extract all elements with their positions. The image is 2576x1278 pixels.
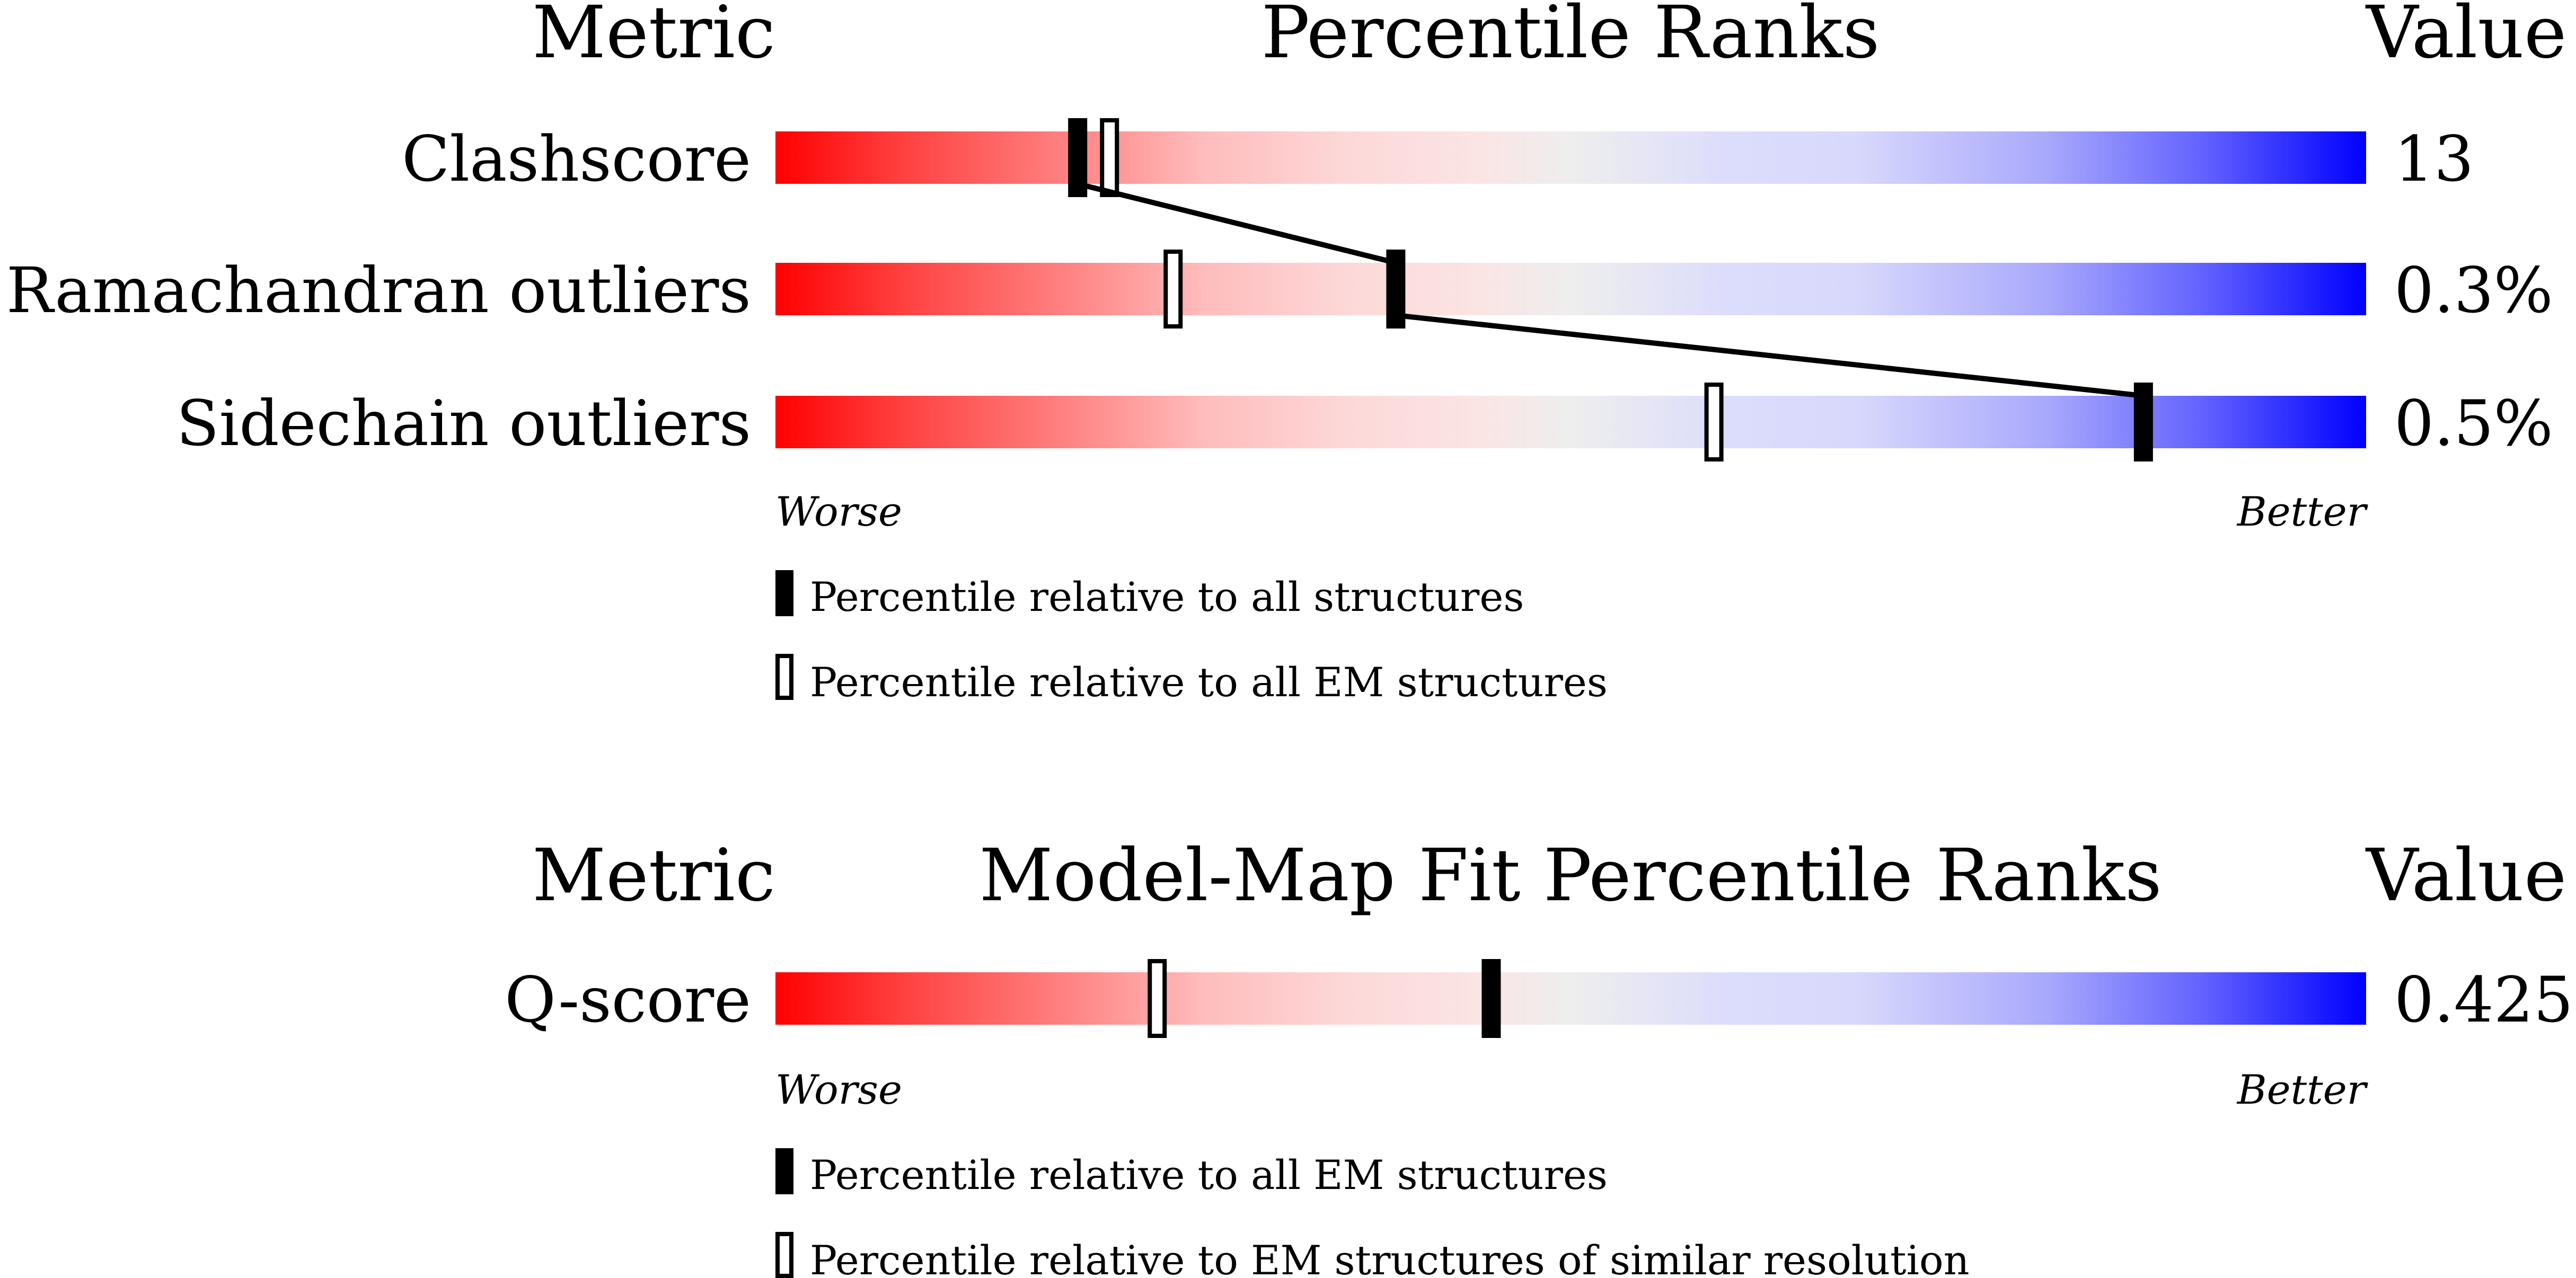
legend-label-filled: Percentile relative to all structures — [810, 573, 1524, 620]
percentile-bar — [775, 131, 2366, 184]
better-label-2: Better — [2236, 1066, 2369, 1113]
marker-em-percentile — [1704, 383, 1724, 462]
connector-line — [1395, 313, 2144, 398]
percentile-bar — [775, 396, 2366, 448]
legend-label-open: Percentile relative to all EM structures — [810, 659, 1608, 706]
metric-label: Ramachandran outliers — [6, 254, 751, 327]
rows-section-1: Clashscore 13 Ramachandran outliers 0.3% Sid… — [6, 118, 2553, 462]
better-label: Better — [2236, 488, 2369, 535]
metric-label: Q-score — [505, 963, 751, 1036]
marker-em-percentile — [1100, 118, 1119, 197]
marker-all-percentile — [1481, 959, 1501, 1038]
legend-open-marker-2 — [775, 1232, 793, 1278]
metric-label: Clashscore — [402, 122, 751, 196]
metric-value: 0.5% — [2394, 387, 2553, 460]
metric-header: Metric — [532, 0, 775, 75]
marker-all-percentile — [1068, 118, 1088, 197]
value-header: Value — [2365, 0, 2566, 75]
metric-header-2: Metric — [532, 834, 775, 918]
marker-all-percentile — [2133, 383, 2153, 462]
legend-open-marker — [775, 654, 793, 700]
marker-em-percentile — [1163, 250, 1183, 329]
legend-label-open-2: Percentile relative to EM structures of … — [810, 1237, 1970, 1278]
marker-em-percentile — [1148, 959, 1167, 1038]
value-header-2: Value — [2365, 834, 2566, 918]
legend-filled-marker — [775, 570, 793, 616]
metric-label: Sidechain outliers — [177, 387, 751, 460]
worse-label: Worse — [775, 488, 902, 535]
metric-value: 0.425 — [2394, 963, 2573, 1036]
metric-value: 13 — [2394, 122, 2474, 196]
legend-filled-marker-2 — [775, 1148, 793, 1194]
legend-label-filled-2: Percentile relative to all EM structures — [810, 1151, 1608, 1199]
metric-value: 0.3% — [2394, 254, 2553, 327]
chart-title: Percentile Ranks — [1261, 0, 1880, 75]
percentile-bar — [775, 263, 2366, 315]
percentile-bar — [775, 972, 2366, 1025]
rows-section-2: Q-score 0.425 — [505, 959, 2573, 1038]
marker-all-percentile — [1386, 250, 1406, 329]
worse-label-2: Worse — [775, 1066, 902, 1113]
connector-line — [1077, 181, 1397, 265]
chart-title-2: Model-Map Fit Percentile Ranks — [979, 834, 2162, 918]
